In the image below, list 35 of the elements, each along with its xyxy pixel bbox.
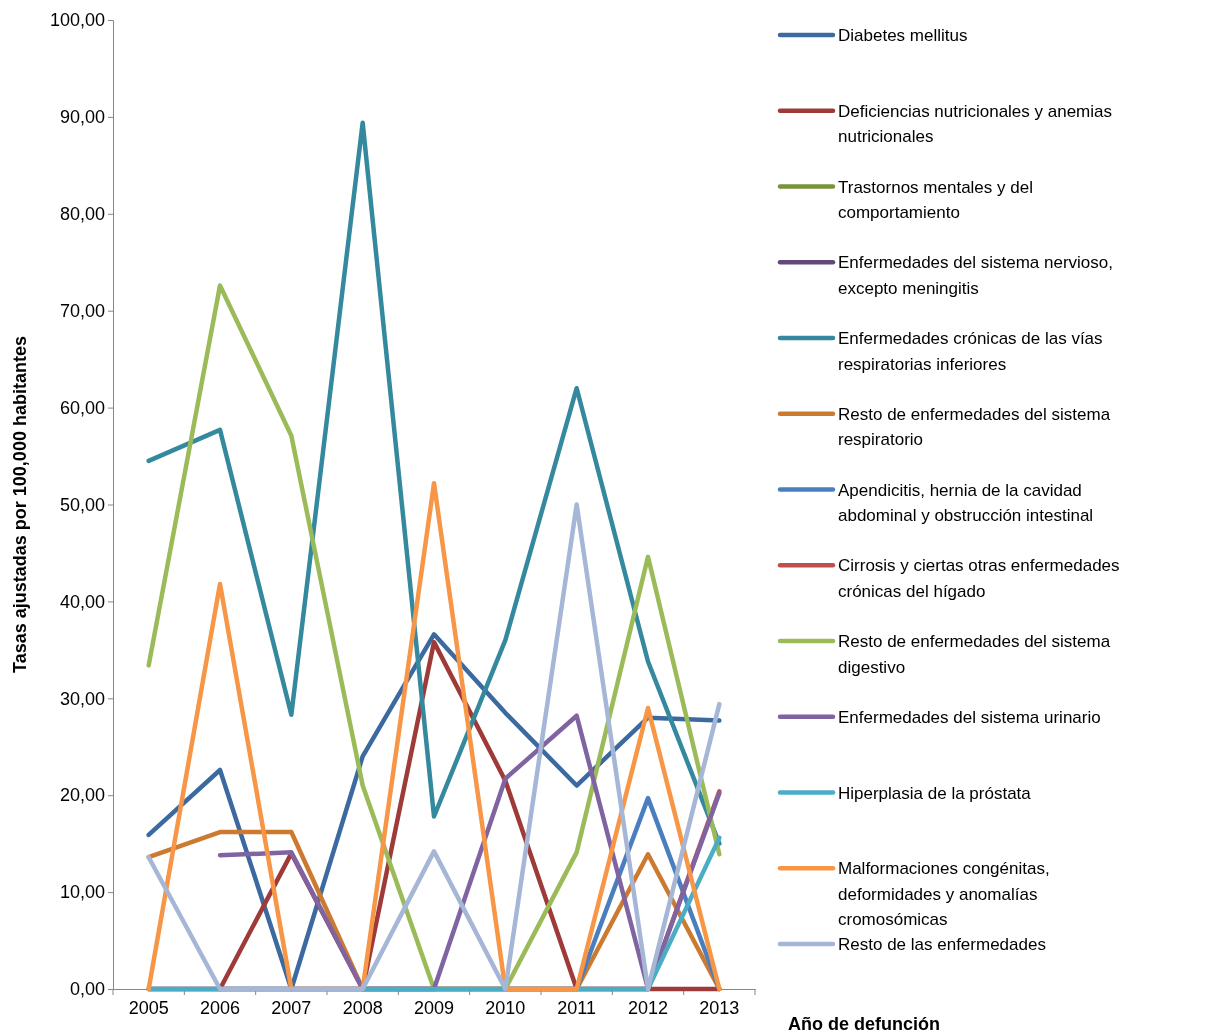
legend-label: Resto de enfermedades del sistema respiratorio: [838, 404, 1111, 450]
y-tick-label: 60,00: [59, 397, 105, 418]
legend-label: Malformaciones congénitas, deformidades y anomalías cromosómicas: [838, 859, 1050, 930]
x-tick-label: 2013: [699, 997, 740, 1018]
y-tick-label: 100,00: [49, 10, 105, 31]
legend-label: Trastornos mentales y del comportamiento: [838, 177, 1033, 222]
y-axis-title: Tasas ajustadas por 100,000 habitantes: [10, 336, 30, 673]
x-tick-label: 2009: [413, 997, 455, 1018]
legend-label: Resto de las enfermedades: [838, 935, 1046, 954]
legend-label: Cirrosis y ciertas otras enfermedades crónicas del hígado: [838, 556, 1120, 601]
y-tick-label: 0,00: [69, 979, 105, 1000]
x-axis-title: Año de defunción: [788, 1014, 940, 1034]
y-tick-label: 50,00: [59, 494, 105, 515]
y-tick-label: 10,00: [59, 882, 105, 903]
x-tick-label: 2010: [485, 997, 526, 1018]
x-tick-label: 2008: [342, 997, 383, 1018]
y-tick-label: 20,00: [59, 785, 105, 806]
y-tick-label: 90,00: [59, 107, 105, 128]
x-tick-label: 2006: [199, 997, 241, 1018]
legend-label: Enfermedades del sistema urinario: [838, 707, 1101, 727]
x-tick-label: 2011: [557, 997, 597, 1018]
y-tick-label: 80,00: [59, 204, 105, 225]
legend-label: Enfermedades del sistema nervioso, excepto meningitis: [838, 253, 1113, 298]
y-tick-label: 40,00: [59, 591, 105, 612]
legend-label: Hiperplasia de la próstata: [838, 783, 1032, 803]
legend-label: Diabetes mellitus: [838, 26, 968, 45]
legend-label: Apendicitis, hernia de la cavidad abdominal y obstrucción intestinal: [838, 480, 1094, 525]
x-tick-label: 2012: [627, 997, 669, 1018]
legend-label: Resto de enfermedades del sistema digestivo: [838, 632, 1111, 677]
legend-label: Enfermedades crónicas de las vías respiratorias inferiores: [838, 329, 1103, 374]
x-tick-label: 2007: [271, 997, 312, 1018]
y-tick-label: 70,00: [59, 300, 105, 321]
legend-label: Deficiencias nutricionales y anemias nutricionales: [838, 101, 1113, 147]
y-tick-label: 30,00: [59, 688, 105, 709]
x-tick-label: 2005: [128, 997, 169, 1018]
